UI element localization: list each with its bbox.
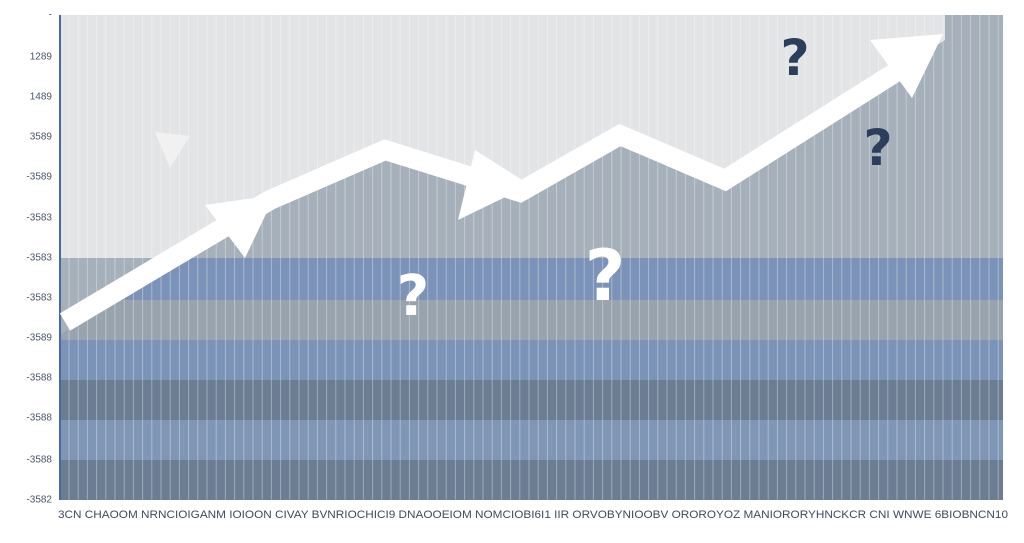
band xyxy=(60,460,1003,500)
question-mark: ? xyxy=(780,29,809,87)
y-axis-label: -3588 xyxy=(26,455,52,466)
question-mark: ? xyxy=(397,264,429,329)
arrow-head xyxy=(205,195,275,258)
band xyxy=(60,258,1003,300)
y-axis-label: -3588 xyxy=(26,413,52,424)
question-mark: ? xyxy=(585,235,626,317)
vertical-grid xyxy=(68,15,999,500)
band xyxy=(60,420,1003,460)
y-axis-label: 1489 xyxy=(30,92,53,103)
arrow-head xyxy=(870,34,943,98)
y-axis-label: -3588 xyxy=(26,373,52,384)
y-axis-label: -3589 xyxy=(26,172,52,183)
band xyxy=(60,300,1003,340)
y-axis-label: - xyxy=(49,10,52,21)
y-axis-label: -3582 xyxy=(26,495,52,506)
y-axis-label: 1289 xyxy=(30,52,53,63)
question-mark: ? xyxy=(863,119,892,177)
band xyxy=(60,340,1003,380)
band xyxy=(60,380,1003,420)
x-axis-text: 3CN CHAOOM NRNCIOIGANM IOIOON CIVAY BVNR… xyxy=(58,509,1008,521)
y-axis-label: 3589 xyxy=(30,132,53,143)
arrow-icon xyxy=(155,132,190,168)
y-axis-label: -3583 xyxy=(26,253,52,264)
arrow-head xyxy=(458,150,530,220)
y-axis-label: -3583 xyxy=(26,293,52,304)
y-axis-label: -3583 xyxy=(26,213,52,224)
y-axis-label: -3589 xyxy=(26,333,52,344)
area-under-trend xyxy=(60,15,1003,335)
